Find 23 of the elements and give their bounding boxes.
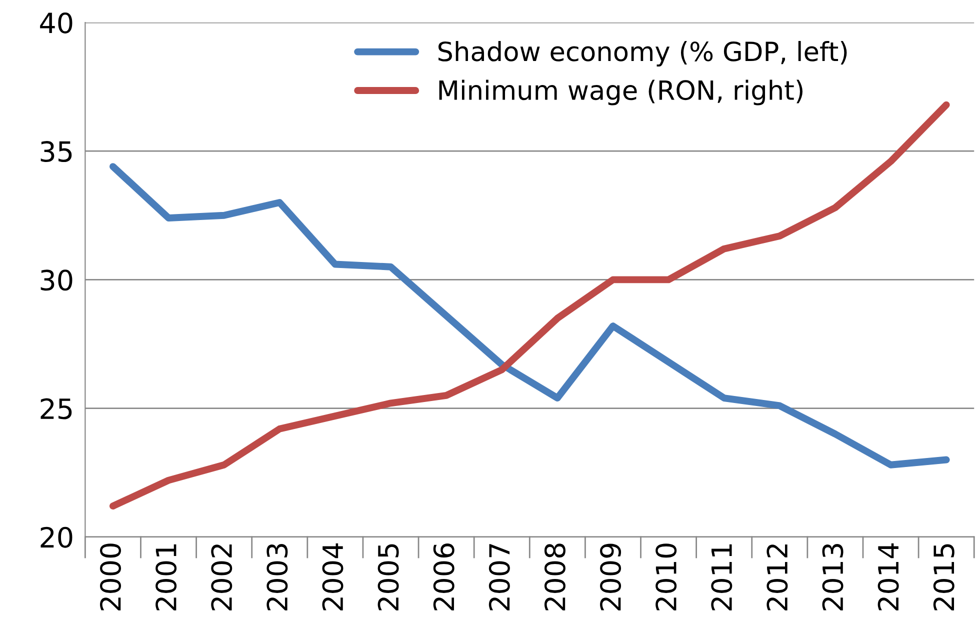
x-tick-label: 2012: [766, 544, 788, 610]
x-tick-label: 2003: [266, 544, 288, 610]
y-tick-label: 35: [40, 141, 72, 162]
x-tick-label: 2011: [711, 544, 732, 610]
legend-label: Minimum wage (RON, right): [439, 80, 802, 106]
x-tick-label: 2002: [211, 544, 232, 610]
x-tick-label: 2001: [156, 544, 177, 610]
x-tick-label: 2010: [656, 544, 677, 610]
x-tick-label: 2015: [933, 544, 954, 610]
x-tick-label: 2013: [822, 544, 844, 610]
y-tick-label: 20: [40, 526, 72, 548]
x-tick-label: 2000: [100, 544, 122, 610]
legend-label: Shadow economy (% GDP, left): [438, 40, 847, 67]
x-tick-label: 2006: [433, 544, 454, 610]
x-tick-label: 2014: [878, 543, 899, 610]
x-tick-label: 2008: [544, 544, 566, 610]
x-tick-label: 2005: [378, 544, 399, 610]
y-tick-label: 25: [40, 398, 72, 420]
y-tick-label: 30: [40, 270, 72, 291]
x-tick-label: 2009: [600, 544, 622, 610]
y-tick-label: 40: [40, 12, 72, 34]
x-tick-label: 2004: [322, 543, 344, 610]
x-tick-label: 2007: [488, 544, 510, 610]
